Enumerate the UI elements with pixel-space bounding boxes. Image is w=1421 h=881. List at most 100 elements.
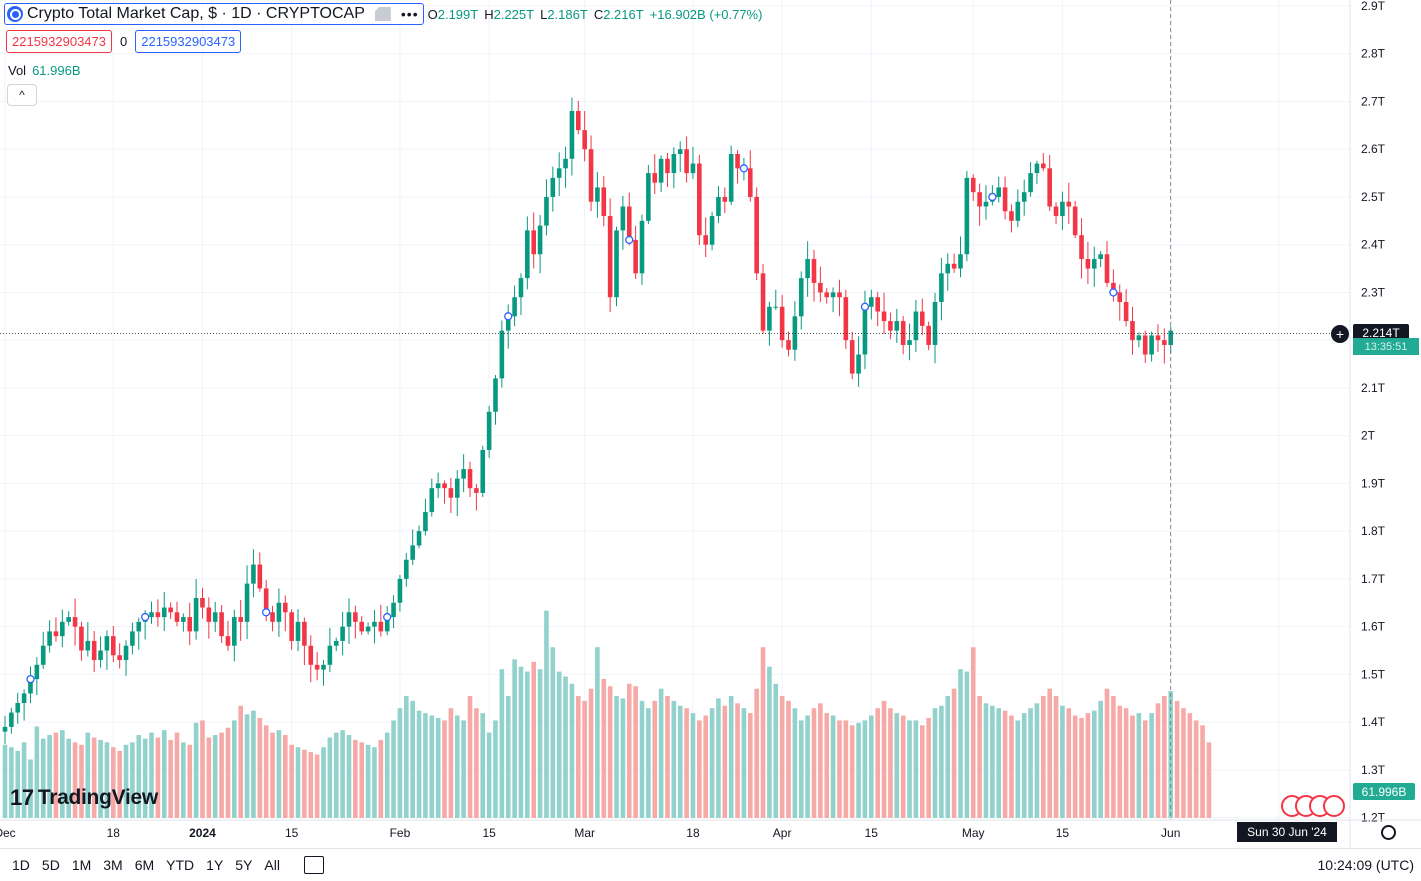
volume-bar [900,715,906,818]
volume-bar [174,732,180,818]
event-flags[interactable] [1281,795,1345,817]
candle-body [977,192,982,207]
price-chart[interactable]: 2.9T2.8T2.7T2.6T2.5T2.4T2.3T2.2T2.1T2T1.… [0,0,1421,848]
candle-body [684,149,689,174]
volume-bar [563,676,568,818]
candle-body [161,607,167,618]
range-5y[interactable]: 5Y [235,857,253,873]
volume-bar [818,703,823,818]
y-tick-label: 2.9T [1361,0,1386,13]
candle-body [2,726,8,732]
volume-bar [2,744,8,818]
volume-label: Vol [8,63,27,78]
volume-bar [98,739,103,818]
candle-body [276,602,282,622]
high-value: 2.225T [493,6,535,22]
candle-body [181,617,186,622]
volume-bar [442,720,447,818]
range-1d[interactable]: 1D [12,857,30,873]
volume-bar [652,700,658,818]
volume-bar [1104,688,1110,818]
candle-body [72,617,78,627]
y-tick-label: 1.9T [1361,476,1386,490]
volume-bar [1123,708,1129,818]
candle-body [1091,259,1097,269]
volume-bar [862,720,868,818]
volume-bar [849,725,855,818]
volume-bar [1085,713,1091,818]
close-label: C [593,6,604,22]
utc-clock[interactable]: 10:24:09 (UTC) [1317,857,1414,873]
more-icon[interactable]: ••• [400,6,419,22]
volume-bar [461,720,466,818]
volume-bar [161,730,167,818]
volume-bar [1098,700,1103,818]
candle-body [697,163,702,236]
range-1y[interactable]: 1Y [206,857,224,873]
candle-body [550,177,556,197]
volume-bar [136,735,142,818]
volume-bar [206,737,212,818]
sell-button[interactable]: 2215932903473 [6,30,112,53]
tradingview-logo[interactable]: 17 TradingView [10,785,158,811]
event-flag-icon[interactable] [1323,795,1345,817]
volume-bar [830,715,836,818]
candle-body [709,216,715,245]
settings-icon[interactable] [1381,825,1396,840]
volume-bar [308,752,314,818]
y-tick-label: 1.3T [1361,763,1386,777]
volume-bar [1060,705,1065,818]
volume-bar [353,739,358,818]
candle-body [767,306,772,331]
volume-bar [939,705,944,818]
volume-bar [1168,691,1174,818]
event-marker-icon [988,192,997,202]
volume-bar [232,720,237,818]
volume-bar [646,708,651,818]
volume-bar [187,744,193,818]
x-tick-label: Jun [1161,826,1180,840]
candle-body [282,602,288,613]
range-3m[interactable]: 3M [103,857,123,873]
volume-bar [244,714,250,818]
event-marker-icon [739,164,749,173]
candle-body [9,712,14,727]
candle-body [212,612,218,622]
range-ytd[interactable]: YTD [166,857,195,873]
goto-date-icon[interactable] [303,856,324,874]
volume-bar [142,738,148,818]
candle-body [467,469,473,489]
volume-bar [792,708,798,818]
range-1m[interactable]: 1M [71,857,92,873]
symbol-legend: Crypto Total Market Cap, $ · 1D · CRYPTO… [4,3,762,25]
buy-button[interactable]: 2215932903473 [135,30,242,53]
volume-bar [798,720,804,818]
symbol-title-box[interactable]: Crypto Total Market Cap, $ · 1D · CRYPTO… [4,3,424,25]
candle-body [404,559,409,579]
market-status-icon[interactable] [374,7,391,21]
volume-bar [786,700,791,818]
volume-bar [964,671,970,818]
candle-body [773,306,779,308]
candle-body [576,111,581,131]
candle-body [1021,192,1027,202]
volume-bar [607,686,613,818]
volume-bar [212,735,218,818]
collapse-icon[interactable]: ^ [7,84,37,106]
y-tick-label: 2.8T [1361,47,1386,61]
event-marker-icon [1109,288,1118,297]
volume-bar [1174,700,1180,818]
volume-bar [1149,713,1154,818]
volume-bar [741,708,747,818]
range-6m[interactable]: 6M [134,857,155,873]
volume-bar [321,747,326,818]
range-all[interactable]: All [264,857,280,873]
range-5d[interactable]: 5D [41,857,60,873]
candle-body [531,230,537,255]
candle-body [21,693,27,704]
add-alert-icon[interactable]: + [1331,325,1349,343]
candle-body [423,512,428,532]
candle-body [919,311,925,326]
volume-bar [1079,717,1084,818]
ohlc-values: O2.199T H2.225T L2.186T C2.216T +16.902B… [428,7,763,22]
